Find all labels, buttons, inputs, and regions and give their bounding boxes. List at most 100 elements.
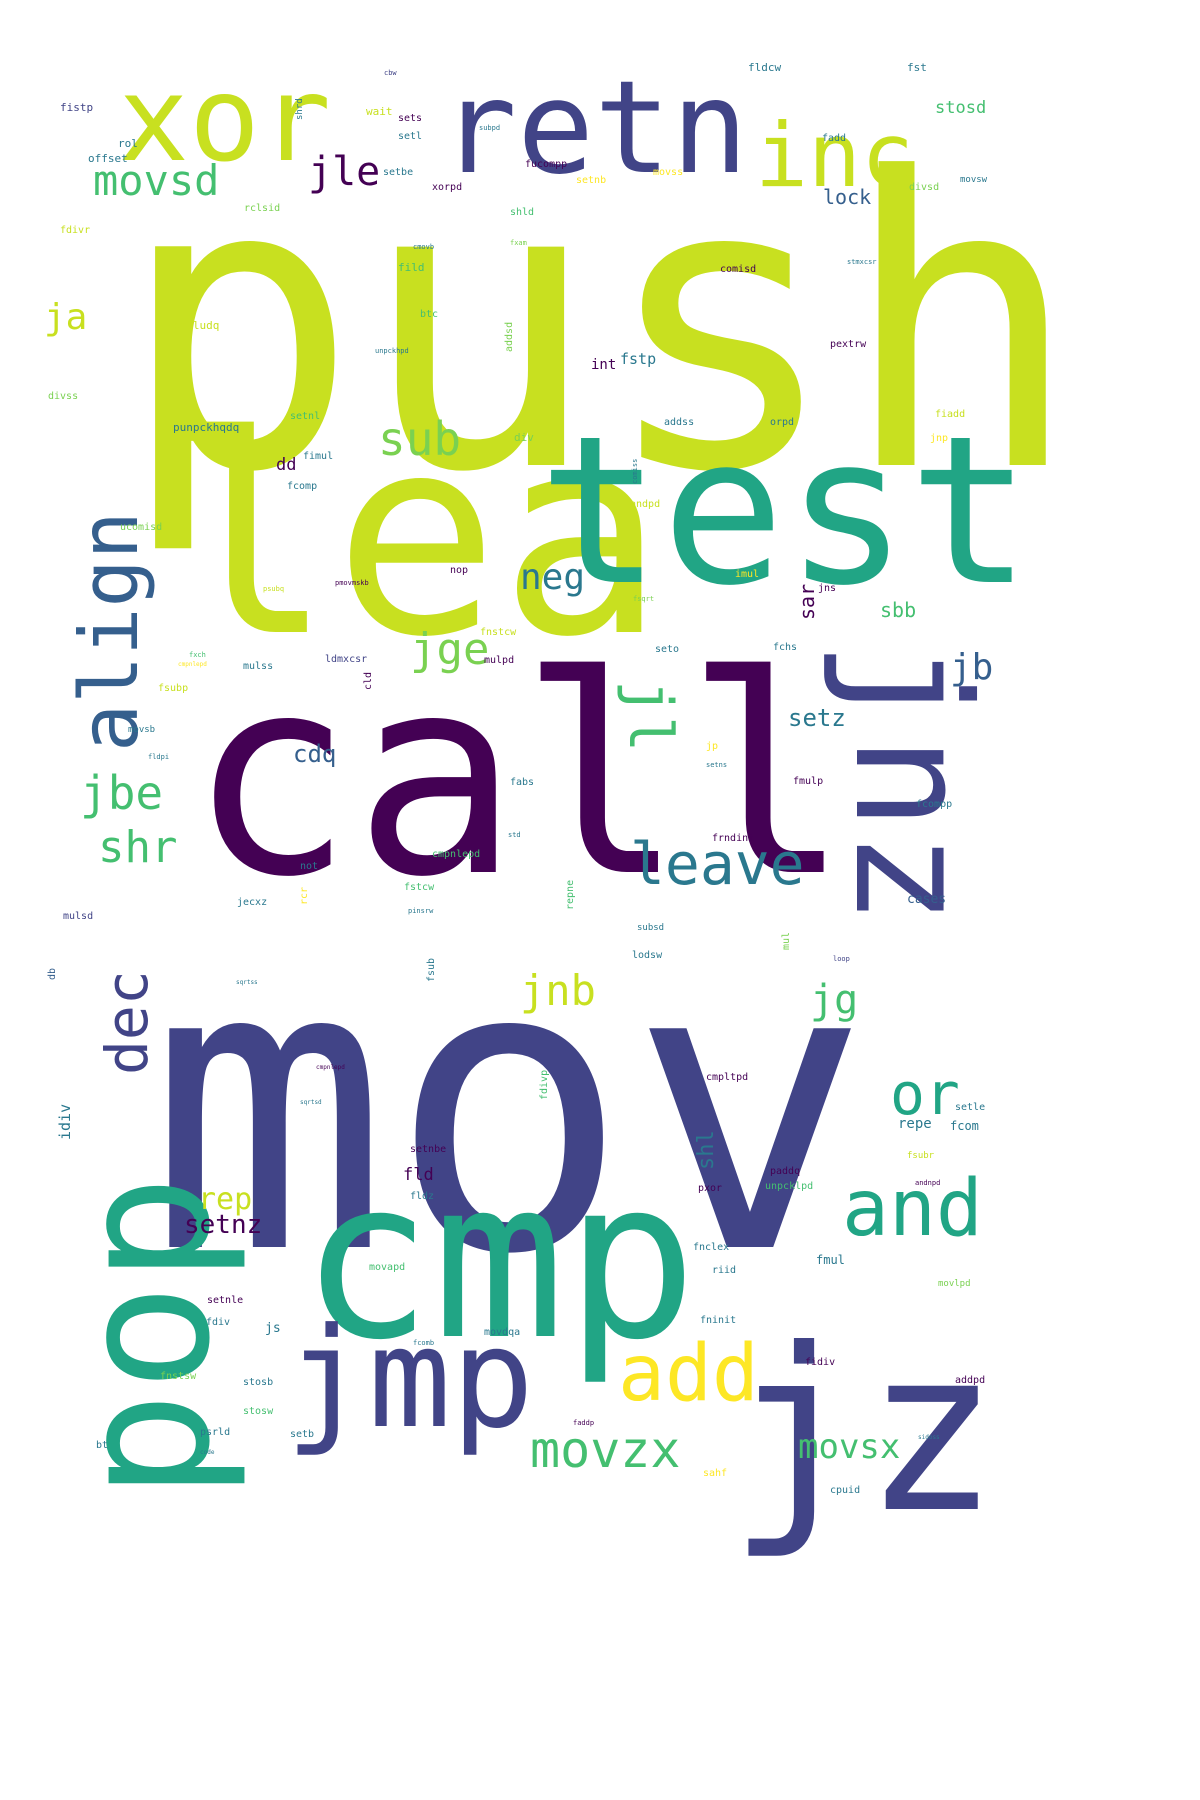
word-movsb: movsb bbox=[128, 725, 156, 735]
word-fdivr: fdivr bbox=[60, 225, 91, 236]
word-fucompp: fucompp bbox=[525, 159, 568, 170]
word-setl: setl bbox=[398, 131, 423, 142]
word-cmovb: cmovb bbox=[413, 243, 435, 251]
word-cpuid: cpuid bbox=[830, 1485, 861, 1496]
word-setz: setz bbox=[788, 704, 846, 732]
word-mov: mov bbox=[148, 877, 871, 1342]
word-fldcw: fldcw bbox=[748, 61, 782, 74]
word-setbe: setbe bbox=[383, 167, 414, 178]
word-andnpd: andnpd bbox=[915, 1179, 941, 1187]
word-punpckhqdq: punpckhqdq bbox=[173, 421, 240, 434]
word-comiss: comiss bbox=[631, 458, 639, 484]
word-cmpnlepd: cmpnlepd bbox=[432, 849, 481, 860]
word-std: std bbox=[508, 831, 521, 839]
word-fadd: fadd bbox=[822, 133, 847, 144]
word-rep: rep bbox=[198, 1182, 253, 1217]
word-rcr: rcr bbox=[299, 886, 310, 905]
word-jbe: jbe bbox=[80, 766, 164, 820]
word-fcom: fcom bbox=[950, 1119, 979, 1133]
word-cases: cases bbox=[907, 892, 947, 907]
word-fninit: fninit bbox=[700, 1315, 737, 1326]
word-movsx: movsx bbox=[798, 1427, 901, 1467]
word-fnstcw: fnstcw bbox=[480, 627, 517, 638]
word-jg: jg bbox=[810, 977, 859, 1023]
word-fldz: fldz bbox=[410, 1191, 435, 1202]
word-setb: setb bbox=[290, 1429, 315, 1440]
word-comisd: comisd bbox=[720, 264, 757, 275]
word-movdqa: movdqa bbox=[484, 1327, 521, 1338]
word-seto: seto bbox=[655, 644, 680, 655]
word-leave: leave bbox=[630, 830, 805, 898]
word-jnp: jnp bbox=[930, 433, 949, 444]
word-fcomb: fcomb bbox=[413, 1339, 435, 1347]
word-fnstsw: fnstsw bbox=[160, 1371, 197, 1382]
word-movlpd: movlpd bbox=[938, 1279, 971, 1289]
word-faddp: faddp bbox=[573, 1419, 595, 1427]
word-setnbe: setnbe bbox=[410, 1144, 447, 1155]
word-movsd: movsd bbox=[93, 156, 220, 205]
word-fmulp: fmulp bbox=[793, 776, 824, 787]
word-pinsrw: pinsrw bbox=[408, 907, 434, 915]
word-fcompp: fcompp bbox=[916, 799, 953, 810]
word-fld: fld bbox=[403, 1165, 434, 1185]
word-fild: fild bbox=[398, 261, 425, 274]
word-fidiv: fidiv bbox=[805, 1357, 836, 1368]
word-fxch: fxch bbox=[189, 651, 206, 659]
word-psrld: psrld bbox=[200, 1427, 231, 1438]
word-lea: lea bbox=[168, 377, 665, 697]
word-div: div bbox=[514, 431, 534, 444]
word-jns: jns bbox=[818, 583, 837, 594]
word-subpd: subpd bbox=[479, 124, 501, 132]
word-setnl: setnl bbox=[290, 411, 321, 422]
word-sidoss: sidoss bbox=[918, 1434, 940, 1441]
word-pmovmskb: pmovmskb bbox=[335, 579, 369, 587]
word-mulsd: mulsd bbox=[63, 911, 94, 922]
word-fxam: fxam bbox=[510, 239, 527, 247]
word-fmul: fmul bbox=[816, 1253, 845, 1267]
word-paddq: paddq bbox=[770, 1166, 801, 1177]
word-fldpi: fldpi bbox=[148, 753, 170, 761]
word-mulss: mulss bbox=[243, 661, 274, 672]
word-addss: addss bbox=[664, 417, 695, 428]
word-bt: bt bbox=[96, 1440, 109, 1451]
word-rclsid: rclsid bbox=[244, 203, 281, 214]
word-fdivp: fdivp bbox=[539, 1069, 550, 1100]
word-wait: wait bbox=[366, 105, 393, 118]
word-fabs: fabs bbox=[510, 777, 535, 788]
word-push: push bbox=[118, 95, 1082, 560]
word-addpd: addpd bbox=[955, 1375, 986, 1386]
word-jecxz: jecxz bbox=[237, 897, 268, 908]
word-jl: jl bbox=[615, 680, 685, 753]
word-and: and bbox=[842, 1164, 983, 1254]
word-movapd: movapd bbox=[369, 1262, 406, 1273]
word-fstp: fstp bbox=[620, 350, 657, 368]
word-dec: dec bbox=[93, 970, 161, 1075]
word-imul: imul bbox=[735, 569, 760, 580]
word-subsd: subsd bbox=[637, 923, 665, 933]
word-call: call bbox=[188, 617, 851, 937]
word-jnb: jnb bbox=[520, 966, 596, 1015]
word-fdiv: fdiv bbox=[206, 1317, 231, 1328]
word-or: or bbox=[890, 1060, 960, 1128]
word-addsd: addsd bbox=[504, 321, 515, 352]
word-frndint: frndint bbox=[712, 833, 755, 844]
word-loop: loop bbox=[833, 955, 850, 963]
word-jp: jp bbox=[706, 741, 719, 752]
word-jb: jb bbox=[950, 647, 994, 688]
word-inc: inc bbox=[755, 104, 914, 207]
word-movzx: movzx bbox=[530, 1421, 681, 1479]
word-fcomp: fcomp bbox=[287, 481, 318, 492]
word-orpd: orpd bbox=[770, 417, 795, 428]
word-sar: sar bbox=[795, 583, 819, 620]
word-neg: neg bbox=[520, 557, 586, 598]
word-shl: shl bbox=[694, 1130, 719, 1170]
word-setns: setns bbox=[706, 761, 728, 769]
word-pxor: pxor bbox=[698, 1183, 723, 1194]
word-stosd: stosd bbox=[935, 98, 987, 118]
word-setnb: setnb bbox=[576, 175, 607, 186]
word-pextrw: pextrw bbox=[830, 339, 867, 350]
word-shr: shr bbox=[98, 822, 178, 873]
word-movsw: movsw bbox=[960, 175, 988, 185]
word-cmpnlepd-3: cmpnlepd bbox=[316, 1064, 345, 1071]
